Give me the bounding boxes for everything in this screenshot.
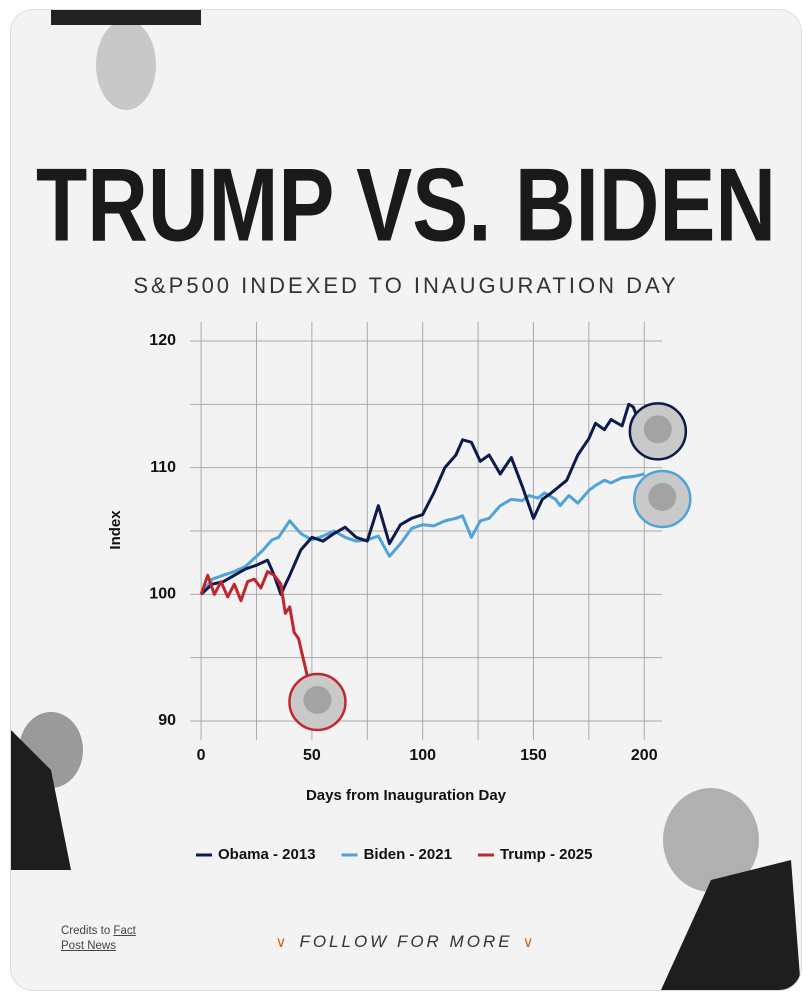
legend-label: Biden - 2021 bbox=[364, 846, 452, 863]
y-axis-label: Index bbox=[107, 510, 124, 550]
y-tick-label: 120 bbox=[149, 332, 176, 349]
series-line bbox=[199, 472, 645, 596]
legend-label: Obama - 2013 bbox=[218, 846, 316, 863]
x-tick-label: 100 bbox=[409, 747, 436, 764]
x-tick-label: 150 bbox=[520, 747, 547, 764]
photo-decor bbox=[11, 10, 801, 990]
follow-cta[interactable]: ∨ FOLLOW FOR MORE ∨ bbox=[275, 932, 537, 951]
y-tick-label: 90 bbox=[158, 712, 176, 729]
follow-text: FOLLOW FOR MORE bbox=[299, 932, 513, 951]
x-tick-label: 0 bbox=[197, 747, 206, 764]
credits: Credits to Fact Post News bbox=[61, 924, 161, 954]
plot bbox=[190, 322, 662, 740]
series-line bbox=[200, 402, 642, 596]
series-line bbox=[199, 570, 309, 678]
credits-prefix: Credits to bbox=[61, 925, 111, 937]
x-tick-label: 200 bbox=[631, 747, 658, 764]
y-tick-label: 110 bbox=[150, 459, 176, 476]
portrait-face bbox=[643, 415, 672, 444]
credits-link[interactable]: Fact Post News bbox=[61, 925, 136, 952]
x-axis-label: Days from Inauguration Day bbox=[306, 787, 507, 804]
x-tick-label: 50 bbox=[303, 747, 321, 764]
subtitle: S&P500 INDEXED TO INAUGURATION DAY bbox=[133, 273, 678, 298]
portrait-face bbox=[303, 686, 332, 714]
card: TRUMP VS. BIDEN S&P500 INDEXED TO INAUGU… bbox=[11, 10, 801, 990]
chart: TRUMP VS. BIDEN S&P500 INDEXED TO INAUGU… bbox=[11, 10, 801, 990]
portrait-face bbox=[648, 483, 677, 511]
legend-label: Trump - 2025 bbox=[500, 846, 593, 863]
title: TRUMP VS. BIDEN bbox=[36, 147, 776, 263]
y-tick-label: 100 bbox=[149, 586, 176, 603]
